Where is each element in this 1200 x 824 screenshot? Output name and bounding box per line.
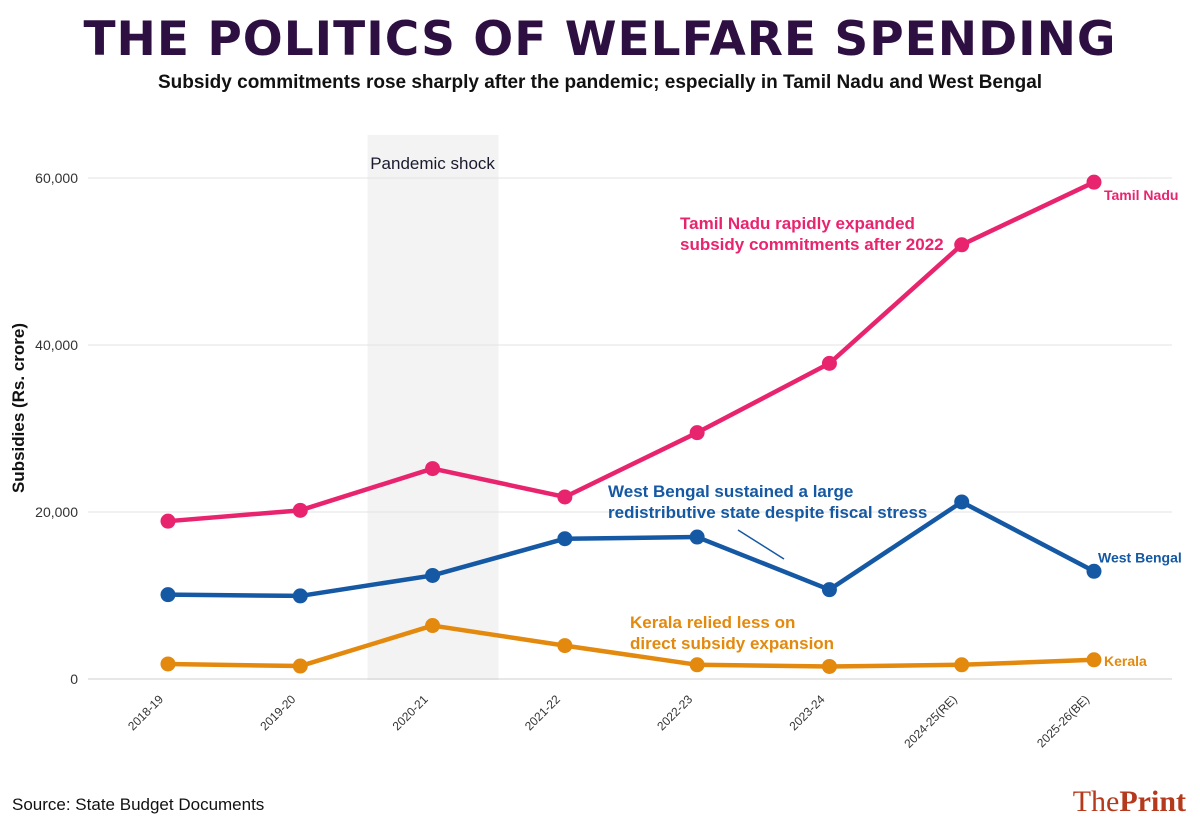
tamil-nadu-point [821,355,837,371]
kerala-point [954,657,970,673]
tamil-nadu-point [292,502,308,518]
kerala-point [425,618,441,634]
west-bengal-point [557,531,573,547]
west-bengal-point [160,587,176,603]
x-tick-label: 2024-25(RE) [901,692,959,750]
west-bengal-point [689,529,705,545]
kerala-end-label: Kerala [1104,653,1147,669]
tamil-nadu-point [425,461,441,477]
kerala-annotation: Kerala relied less on [630,613,795,632]
west-bengal-annotation: redistributive state despite fiscal stre… [608,503,927,522]
y-tick-label: 20,000 [35,504,78,520]
chart-subtitle: Subsidy commitments rose sharply after t… [157,72,1043,93]
pandemic-shaded-region [367,135,499,680]
tamil-nadu-annotation: subsidy commitments after 2022 [680,235,944,254]
x-tick-label: 2022-23 [654,692,695,733]
x-tick-label: 2025-26(BE) [1034,692,1092,750]
y-tick-label: 40,000 [35,337,78,353]
brand-logo: ThePrint [1073,785,1186,819]
kerala-annotation: direct subsidy expansion [630,634,834,653]
brand-logo-print: Print [1119,785,1186,818]
west-bengal-annotation: West Bengal sustained a large [608,482,853,501]
source-note: Source: State Budget Documents [12,795,265,814]
west-bengal-point [1086,563,1102,579]
tamil-nadu-point [160,513,176,529]
brand-logo-the: The [1072,785,1120,818]
west-bengal-end-label: West Bengal [1098,549,1182,565]
pandemic-shock-label: Pandemic shock [370,154,495,173]
west-bengal-point [425,567,441,583]
kerala-line [165,623,1097,669]
y-axis-label: Subsidies (Rs. crore) [9,323,28,493]
x-tick-label: 2021-22 [522,692,563,733]
tamil-nadu-point [954,237,970,253]
tamil-nadu-point [689,425,705,441]
west-bengal-annotation-pointer [737,529,785,560]
kerala-point [1086,652,1102,668]
x-tick-label: 2018-19 [125,692,166,733]
west-bengal-line [165,499,1097,599]
tamil-nadu-point [1086,174,1102,190]
x-tick-label: 2019-20 [257,692,298,733]
x-tick-label: 2020-21 [390,692,431,733]
x-tick-label: 2023-24 [787,692,828,733]
tamil-nadu-line [165,179,1097,524]
tamil-nadu-point [557,489,573,505]
chart-title: THE POLITICS OF WELFARE SPENDING [83,12,1117,67]
kerala-point [689,657,705,673]
kerala-point [292,658,308,674]
west-bengal-point [292,588,308,604]
west-bengal-point [954,494,970,510]
kerala-point [557,638,573,654]
kerala-point [160,656,176,672]
y-tick-label: 60,000 [35,170,78,186]
kerala-point [821,658,837,674]
y-tick-label: 0 [70,671,78,687]
tamil-nadu-annotation: Tamil Nadu rapidly expanded [680,214,915,233]
tamil-nadu-end-label: Tamil Nadu [1104,187,1178,203]
west-bengal-point [821,582,837,598]
